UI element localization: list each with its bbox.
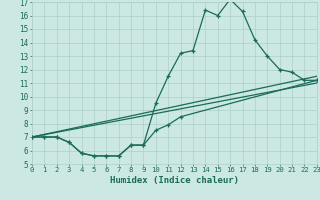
X-axis label: Humidex (Indice chaleur): Humidex (Indice chaleur) [110, 176, 239, 185]
